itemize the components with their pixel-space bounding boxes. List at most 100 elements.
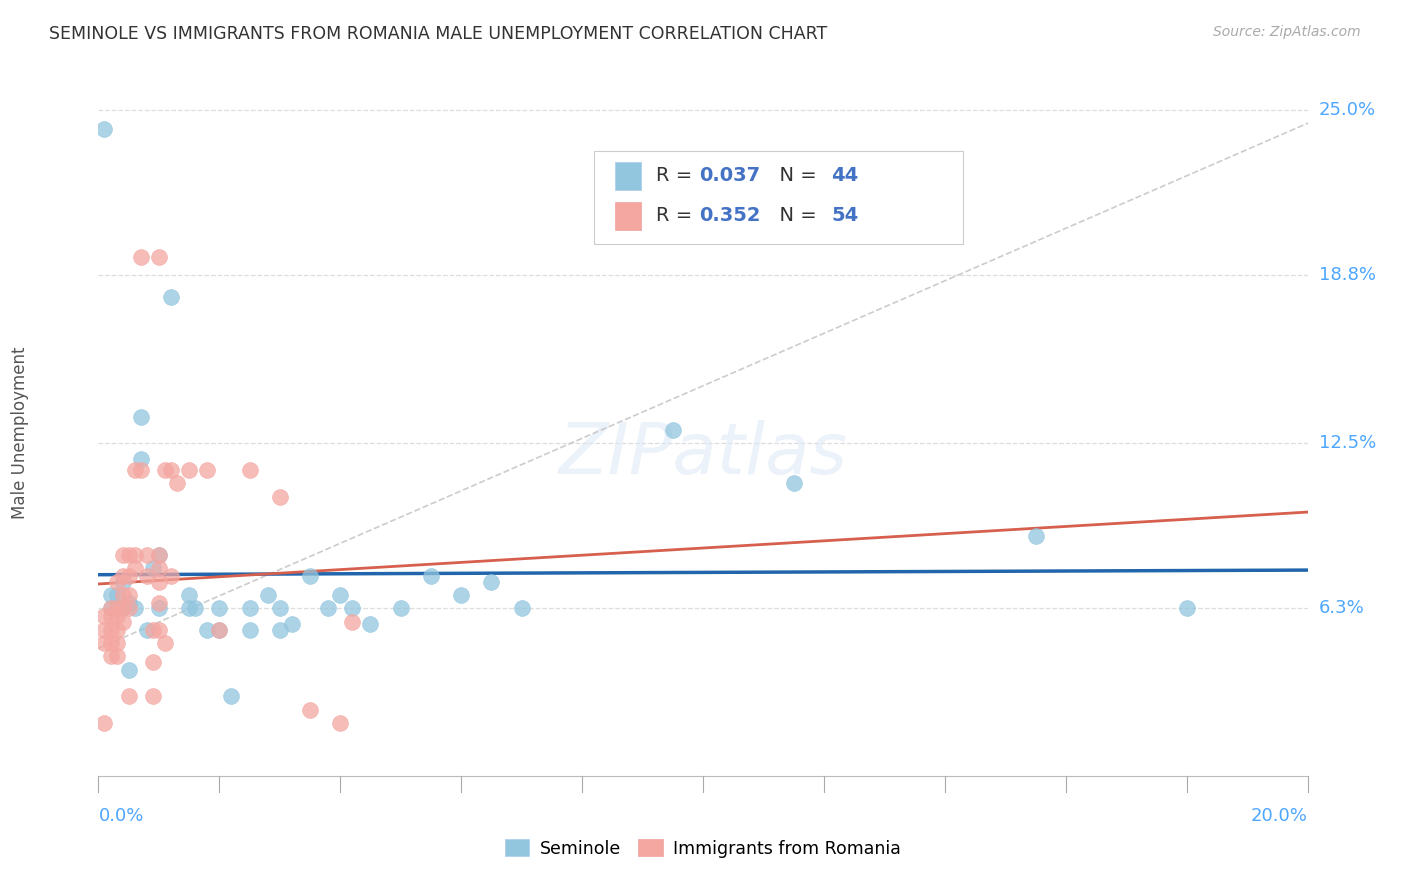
Point <box>100 623 122 637</box>
Point <box>148 623 170 637</box>
Point <box>342 615 364 629</box>
Point <box>118 663 141 677</box>
Point <box>93 623 115 637</box>
Text: N =: N = <box>768 166 823 186</box>
Point <box>239 601 262 615</box>
Point <box>208 601 231 615</box>
Point <box>1175 601 1198 615</box>
Point <box>239 463 262 477</box>
Text: 0.037: 0.037 <box>699 166 761 186</box>
Point <box>179 588 201 602</box>
Point <box>111 615 134 629</box>
Point <box>135 623 157 637</box>
Point <box>148 548 170 562</box>
Point <box>118 690 141 704</box>
Point <box>118 601 141 615</box>
Point <box>256 588 278 602</box>
Point <box>299 569 322 583</box>
Point <box>111 601 134 615</box>
Point <box>481 574 503 589</box>
Point <box>184 601 207 615</box>
Point <box>118 596 141 610</box>
Point <box>142 623 165 637</box>
Point <box>105 636 128 650</box>
Point <box>148 250 170 264</box>
Point <box>142 690 165 704</box>
Text: 25.0%: 25.0% <box>1319 102 1376 120</box>
FancyBboxPatch shape <box>614 202 641 230</box>
Point <box>135 548 157 562</box>
Text: Male Unemployment: Male Unemployment <box>11 346 30 519</box>
Point <box>316 601 339 615</box>
Text: R =: R = <box>655 206 699 225</box>
Point <box>166 476 188 491</box>
Point <box>105 601 128 615</box>
Point <box>93 636 115 650</box>
Point <box>153 463 176 477</box>
Point <box>124 601 146 615</box>
Text: N =: N = <box>768 206 823 225</box>
Point <box>142 561 165 575</box>
Point <box>329 715 352 730</box>
Point <box>135 569 157 583</box>
Point <box>510 601 533 615</box>
Point <box>105 574 128 589</box>
Point <box>239 623 262 637</box>
Point <box>389 601 412 615</box>
Point <box>148 574 170 589</box>
Point <box>105 588 128 602</box>
FancyBboxPatch shape <box>614 161 641 190</box>
Point <box>105 601 128 615</box>
Point <box>269 490 291 504</box>
Point <box>329 588 352 602</box>
Point <box>111 574 134 589</box>
Point <box>160 569 183 583</box>
Text: ZIPatlas: ZIPatlas <box>558 420 848 490</box>
Point <box>148 548 170 562</box>
Point <box>100 609 122 624</box>
Point <box>93 609 115 624</box>
Point <box>124 463 146 477</box>
Point <box>105 649 128 664</box>
Point <box>342 601 364 615</box>
Text: 18.8%: 18.8% <box>1319 267 1375 285</box>
Text: 20.0%: 20.0% <box>1251 806 1308 825</box>
Text: Source: ZipAtlas.com: Source: ZipAtlas.com <box>1213 25 1361 39</box>
Text: SEMINOLE VS IMMIGRANTS FROM ROMANIA MALE UNEMPLOYMENT CORRELATION CHART: SEMINOLE VS IMMIGRANTS FROM ROMANIA MALE… <box>49 25 828 43</box>
Point <box>179 601 201 615</box>
Point <box>111 569 134 583</box>
Point <box>118 569 141 583</box>
Text: 44: 44 <box>831 166 859 186</box>
Text: 0.0%: 0.0% <box>98 806 143 825</box>
Point <box>148 601 170 615</box>
Point <box>93 715 115 730</box>
Point <box>129 452 152 467</box>
Point <box>100 601 122 615</box>
Point <box>111 601 134 615</box>
Point <box>105 609 128 624</box>
Point <box>450 588 472 602</box>
Point <box>269 623 291 637</box>
Point <box>148 596 170 610</box>
Point <box>221 690 243 704</box>
Point <box>420 569 443 583</box>
Point <box>111 548 134 562</box>
FancyBboxPatch shape <box>595 152 963 244</box>
Point <box>100 649 122 664</box>
Point <box>100 601 122 615</box>
Point <box>269 601 291 615</box>
Legend: Seminole, Immigrants from Romania: Seminole, Immigrants from Romania <box>498 832 908 864</box>
Text: R =: R = <box>655 166 699 186</box>
Point <box>93 122 115 136</box>
Point <box>299 703 322 717</box>
Point <box>281 617 304 632</box>
Point <box>360 617 382 632</box>
Point <box>129 463 152 477</box>
Point <box>208 623 231 637</box>
Point <box>208 623 231 637</box>
Point <box>661 423 683 437</box>
Text: 0.352: 0.352 <box>699 206 761 225</box>
Point <box>195 463 218 477</box>
Point <box>160 290 183 304</box>
Point <box>160 463 183 477</box>
